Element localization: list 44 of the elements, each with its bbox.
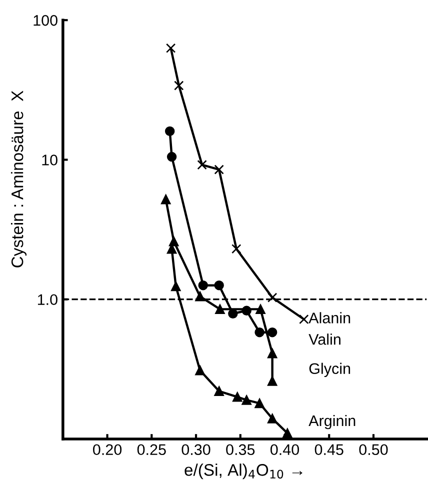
point: [254, 328, 264, 338]
point: [267, 292, 278, 302]
x-tick-label: 0.45: [314, 444, 344, 456]
point: [195, 365, 205, 376]
x-tick-label: 0.20: [93, 444, 122, 456]
point: [197, 160, 207, 170]
x-tick-label: 0.40: [270, 444, 300, 456]
y-axis-title: Cystein : Aminosäure X: [11, 90, 27, 268]
series-label: Alanin: [308, 312, 350, 324]
point: [267, 376, 278, 386]
x-tick-label: 0.35: [226, 444, 255, 456]
y-tick-label: 100: [34, 15, 58, 26]
point: [160, 194, 171, 204]
point: [232, 392, 242, 402]
x-tick-label: 0.50: [359, 444, 388, 456]
point: [267, 328, 278, 338]
point: [164, 126, 175, 136]
point: [195, 292, 205, 302]
point: [214, 280, 224, 290]
series-label: Arginin: [308, 414, 356, 430]
point: [242, 395, 252, 405]
point: [214, 164, 224, 174]
text: Valin: [308, 334, 340, 345]
point: [282, 428, 292, 438]
text: Glycin: [309, 362, 350, 378]
y-tick-label: 10: [42, 154, 58, 166]
x-axis-title: e/(Si, Al)$_{4}$O$_{10}$ →: [184, 464, 302, 480]
x-tick-label: 0.25: [137, 444, 166, 456]
x-tick-label: 0.30: [182, 444, 210, 456]
point: [168, 236, 179, 246]
point: [171, 281, 181, 292]
point: [267, 348, 278, 358]
point: [174, 80, 184, 90]
point: [256, 304, 266, 314]
point: [166, 152, 177, 162]
point: [267, 414, 278, 424]
point: [299, 314, 309, 324]
point: [198, 280, 208, 290]
point: [254, 398, 264, 408]
point: [215, 304, 225, 314]
point: [232, 244, 242, 254]
y-tick-label: 1.0: [38, 294, 58, 306]
point: [166, 43, 176, 54]
point: [214, 386, 224, 396]
